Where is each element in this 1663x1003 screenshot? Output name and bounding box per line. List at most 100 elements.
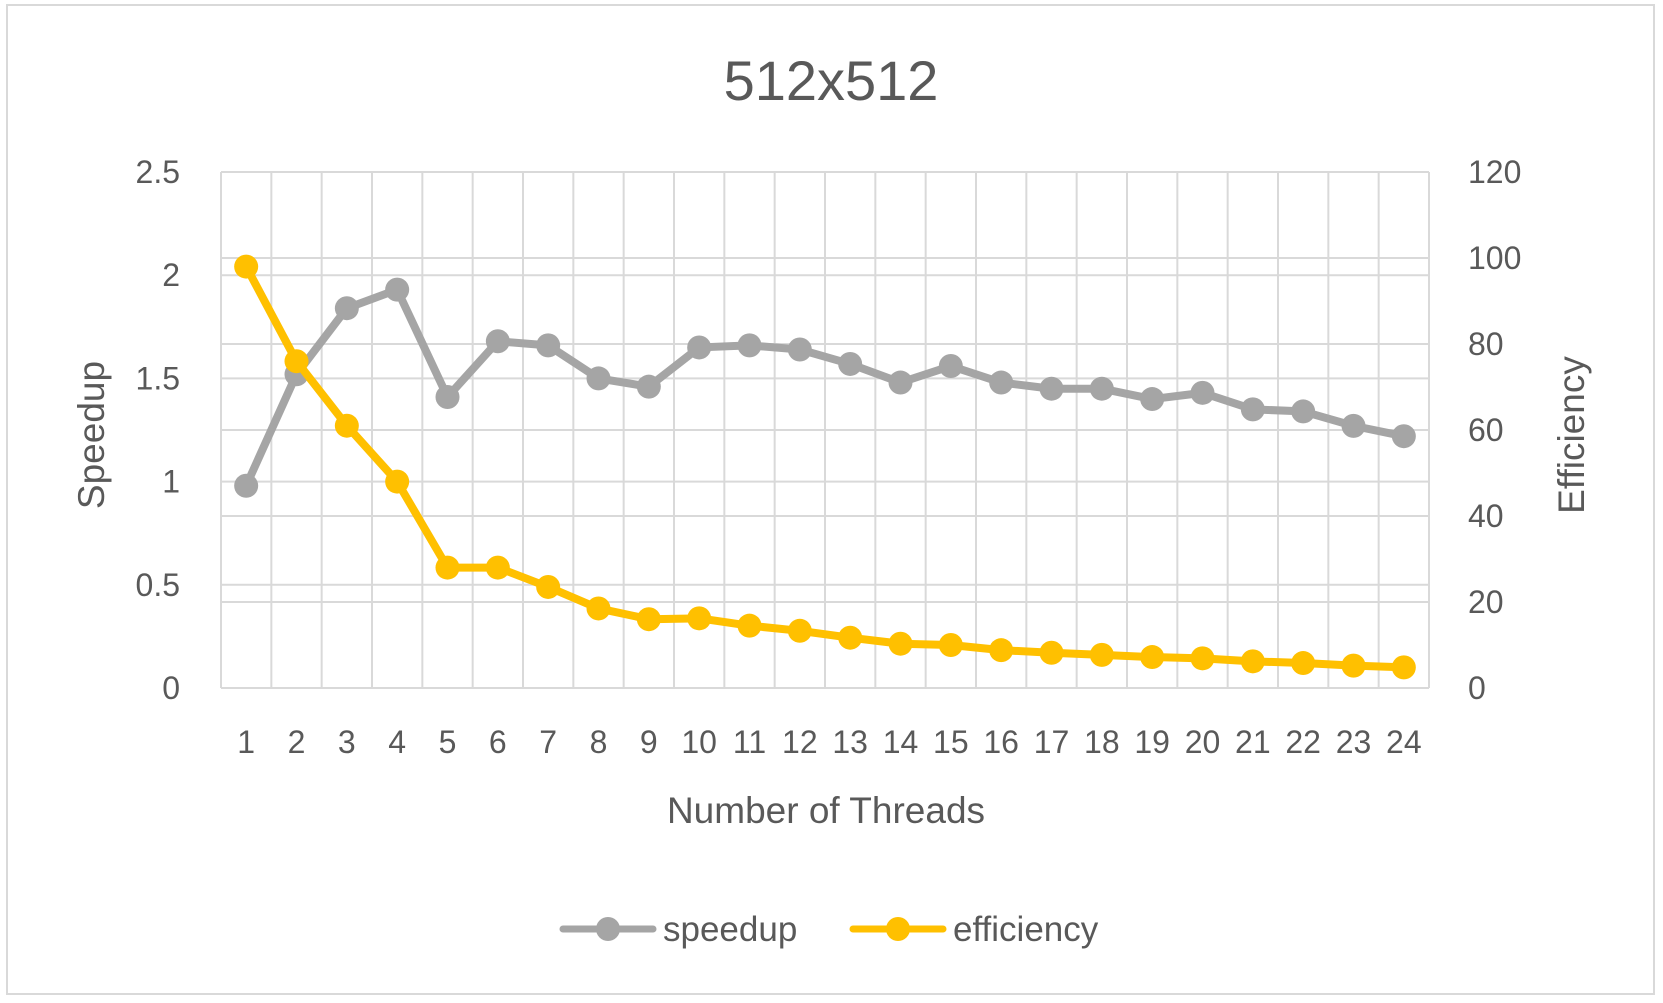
data-point-efficiency[interactable] — [1291, 651, 1316, 676]
data-point-efficiency[interactable] — [485, 555, 510, 580]
data-point-efficiency[interactable] — [284, 349, 309, 374]
data-point-efficiency[interactable] — [1190, 646, 1215, 671]
data-point-speedup[interactable] — [334, 296, 359, 321]
y-tick-label: 1.5 — [136, 360, 180, 396]
data-point-speedup[interactable] — [1391, 424, 1416, 449]
legend-marker-efficiency — [886, 917, 910, 941]
x-axis-title: Number of Threads — [667, 790, 985, 831]
y2-axis-ticks: 0 20 40 60 80 100 120 — [1468, 154, 1521, 706]
series-efficiency — [234, 254, 1416, 680]
data-point-speedup[interactable] — [1240, 397, 1265, 422]
grid — [220, 171, 1430, 689]
data-point-efficiency[interactable] — [385, 469, 410, 494]
x-tick-label: 6 — [489, 724, 507, 760]
x-tick-label: 23 — [1336, 724, 1372, 760]
data-point-efficiency[interactable] — [737, 613, 762, 638]
series-layer — [234, 254, 1416, 680]
y2-tick-label: 80 — [1468, 326, 1504, 362]
data-point-efficiency[interactable] — [888, 631, 913, 656]
data-point-efficiency[interactable] — [234, 254, 259, 279]
y2-axis-title: Efficiency — [1551, 356, 1592, 514]
x-tick-label: 18 — [1084, 724, 1120, 760]
x-tick-label: 16 — [983, 724, 1019, 760]
data-point-speedup[interactable] — [1089, 376, 1114, 401]
data-point-efficiency[interactable] — [1391, 655, 1416, 680]
x-tick-label: 3 — [338, 724, 356, 760]
data-point-speedup[interactable] — [1190, 380, 1215, 405]
data-point-efficiency[interactable] — [1341, 653, 1366, 678]
data-point-speedup[interactable] — [435, 384, 460, 409]
data-point-speedup[interactable] — [938, 354, 963, 379]
data-point-speedup[interactable] — [485, 329, 510, 354]
data-point-speedup[interactable] — [586, 366, 611, 391]
x-tick-label: 7 — [539, 724, 557, 760]
data-point-efficiency[interactable] — [435, 555, 460, 580]
data-point-efficiency[interactable] — [989, 638, 1014, 663]
y-tick-label: 2 — [162, 257, 180, 293]
data-point-speedup[interactable] — [1140, 387, 1165, 412]
data-point-efficiency[interactable] — [687, 606, 712, 631]
data-point-speedup[interactable] — [888, 370, 913, 395]
data-point-speedup[interactable] — [536, 333, 561, 358]
data-point-efficiency[interactable] — [636, 607, 661, 632]
data-point-speedup[interactable] — [1039, 376, 1064, 401]
data-point-efficiency[interactable] — [1089, 642, 1114, 667]
data-point-speedup[interactable] — [787, 337, 812, 362]
x-tick-label: 8 — [590, 724, 608, 760]
legend-label-speedup: speedup — [663, 910, 797, 949]
chart-title: 512x512 — [724, 49, 939, 112]
x-tick-label: 21 — [1235, 724, 1271, 760]
data-point-speedup[interactable] — [687, 335, 712, 360]
x-tick-label: 17 — [1034, 724, 1070, 760]
data-point-efficiency[interactable] — [334, 413, 359, 438]
x-tick-label: 13 — [832, 724, 868, 760]
data-point-speedup[interactable] — [737, 333, 762, 358]
x-tick-label: 11 — [733, 724, 766, 760]
data-point-efficiency[interactable] — [586, 596, 611, 621]
x-tick-label: 4 — [388, 724, 406, 760]
y-tick-label: 0 — [162, 670, 180, 706]
x-tick-label: 15 — [933, 724, 969, 760]
x-tick-label: 10 — [681, 724, 717, 760]
x-axis-ticks: 1 2 3 4 5 6 7 8 9 10 11 12 13 14 15 16 17 18 19 20 21 22 23 24 — [237, 724, 1421, 760]
x-tick-label: 1 — [237, 724, 255, 760]
series-speedup — [234, 277, 1416, 498]
y-axis-title: Speedup — [71, 361, 112, 509]
data-point-efficiency[interactable] — [938, 633, 963, 657]
data-point-efficiency[interactable] — [787, 618, 812, 643]
legend: speedup efficiency — [559, 910, 1099, 949]
y-tick-label: 1 — [162, 464, 180, 500]
y-tick-label: 0.5 — [136, 567, 180, 603]
x-tick-label: 2 — [288, 724, 306, 760]
x-tick-label: 22 — [1285, 724, 1321, 760]
y2-tick-label: 120 — [1468, 154, 1521, 190]
y-tick-label: 2.5 — [136, 154, 180, 190]
data-point-speedup[interactable] — [234, 473, 259, 498]
data-point-speedup[interactable] — [1291, 399, 1316, 424]
legend-marker-speedup — [596, 917, 620, 941]
legend-item-speedup[interactable]: speedup — [559, 910, 797, 949]
data-point-efficiency[interactable] — [1039, 640, 1064, 665]
legend-item-efficiency[interactable]: efficiency — [849, 910, 1099, 949]
x-tick-label: 9 — [640, 724, 658, 760]
legend-label-efficiency: efficiency — [953, 910, 1099, 949]
data-point-speedup[interactable] — [1341, 413, 1366, 438]
x-tick-label: 14 — [883, 724, 919, 760]
y2-tick-label: 100 — [1468, 240, 1521, 276]
x-tick-label: 24 — [1386, 724, 1422, 760]
data-point-efficiency[interactable] — [1240, 649, 1265, 674]
y-axis-ticks: 0 0.5 1 1.5 2 2.5 — [136, 154, 180, 706]
data-point-efficiency[interactable] — [536, 574, 561, 599]
data-point-efficiency[interactable] — [1140, 645, 1165, 670]
x-tick-label: 19 — [1134, 724, 1170, 760]
x-tick-label: 20 — [1185, 724, 1221, 760]
data-point-speedup[interactable] — [636, 374, 661, 399]
y2-tick-label: 40 — [1468, 498, 1504, 534]
data-point-speedup[interactable] — [989, 370, 1014, 395]
data-point-speedup[interactable] — [385, 277, 410, 302]
chart-frame — [6, 4, 1655, 995]
y2-tick-label: 0 — [1468, 670, 1486, 706]
data-point-efficiency[interactable] — [838, 625, 863, 650]
data-point-speedup[interactable] — [838, 351, 863, 376]
